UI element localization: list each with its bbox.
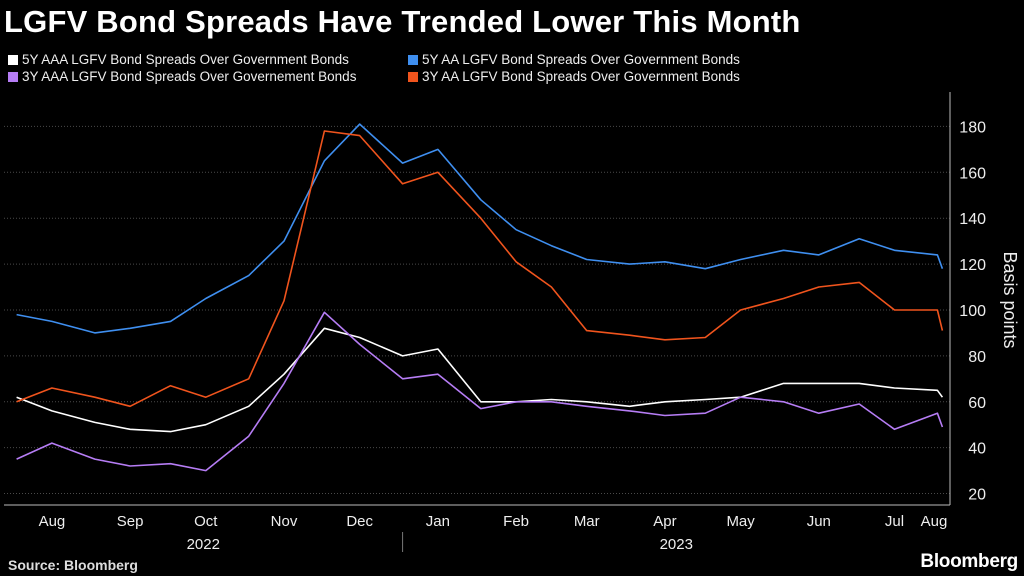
series-line-2: [16, 311, 944, 472]
x-tick-label: Dec: [346, 513, 373, 530]
legend-label: 5Y AA LGFV Bond Spreads Over Government …: [422, 52, 740, 67]
legend-swatch: [8, 71, 18, 82]
x-tick-label: Aug: [921, 513, 948, 530]
y-tick-label: 180: [959, 119, 986, 136]
x-tick-label: May: [726, 513, 755, 530]
page-title: LGFV Bond Spreads Have Trended Lower Thi…: [4, 4, 801, 39]
legend-item-5y-aaa: 5Y AAA LGFV Bond Spreads Over Government…: [8, 52, 349, 67]
series-line-0: [16, 327, 944, 433]
y-axis-label: Basis points: [1000, 251, 1020, 348]
legend-label: 3Y AAA LGFV Bond Spreads Over Governemen…: [22, 69, 357, 84]
x-tick-label: Apr: [653, 513, 676, 530]
y-tick-label: 140: [959, 211, 986, 228]
y-tick-label: 80: [968, 349, 986, 366]
legend-label: 5Y AAA LGFV Bond Spreads Over Government…: [22, 52, 349, 67]
bloomberg-logo: Bloomberg: [920, 551, 1018, 572]
x-tick-label: Aug: [39, 513, 66, 530]
x-tick-label: Feb: [503, 513, 529, 530]
y-tick-label: 20: [968, 487, 986, 504]
x-tick-label: Jun: [807, 513, 831, 530]
x-tick-label: Nov: [271, 513, 298, 530]
legend-label: 3Y AA LGFV Bond Spreads Over Government …: [422, 69, 740, 84]
year-label-2023: 2023: [660, 536, 693, 553]
source-note: Source: Bloomberg: [8, 557, 138, 573]
legend-item-3y-aa: 3Y AA LGFV Bond Spreads Over Government …: [408, 69, 740, 84]
x-tick-label: Jul: [885, 513, 904, 530]
x-tick-label: Sep: [117, 513, 144, 530]
legend-swatch: [408, 54, 418, 65]
year-label-2022: 2022: [187, 536, 220, 553]
x-tick-label: Jan: [426, 513, 450, 530]
y-tick-label: 160: [959, 165, 986, 182]
series-line-3: [16, 130, 944, 408]
y-tick-label: 100: [959, 303, 986, 320]
y-tick-label: 120: [959, 257, 986, 274]
y-tick-label: 40: [968, 441, 986, 458]
legend-swatch: [8, 54, 18, 65]
x-tick-label: Oct: [194, 513, 218, 530]
legend-swatch: [408, 71, 418, 82]
legend-item-3y-aaa: 3Y AAA LGFV Bond Spreads Over Governemen…: [8, 69, 356, 84]
y-tick-label: 60: [968, 395, 986, 412]
x-tick-label: Mar: [574, 513, 600, 530]
legend-item-5y-aa: 5Y AA LGFV Bond Spreads Over Government …: [408, 52, 740, 67]
series-line-1: [16, 123, 944, 334]
